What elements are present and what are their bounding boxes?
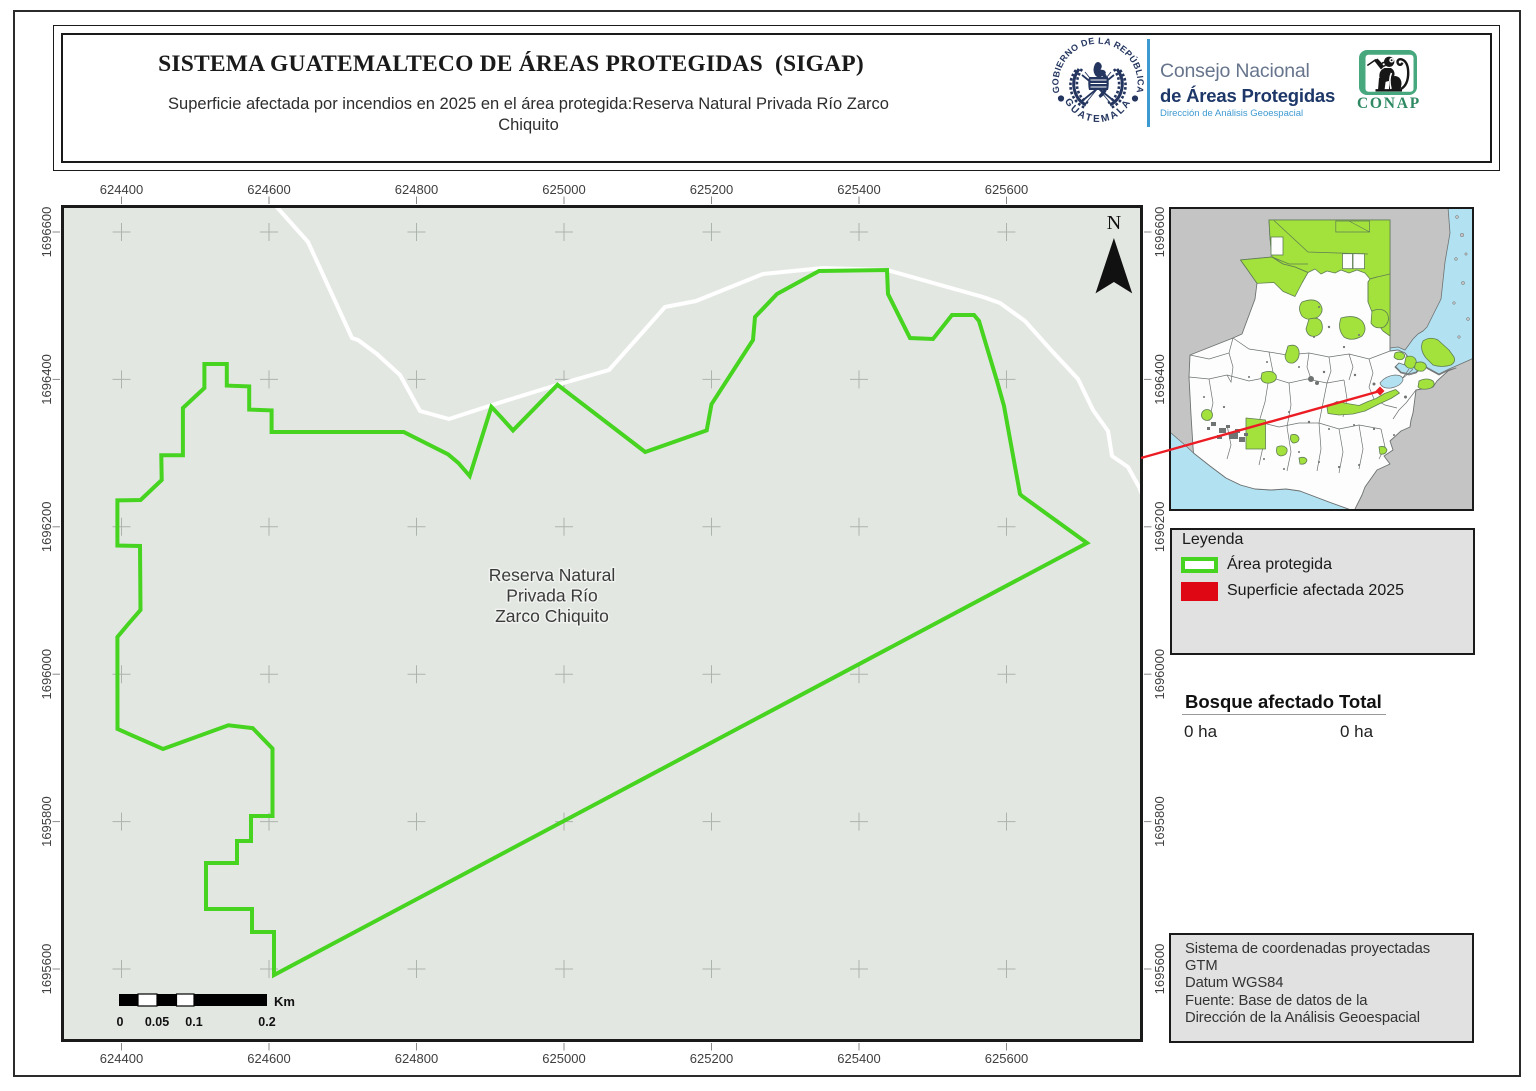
svg-text:Zarco Chiquito: Zarco Chiquito <box>495 606 609 626</box>
svg-text:0.1: 0.1 <box>185 1015 202 1029</box>
svg-text:0.2: 0.2 <box>258 1015 275 1029</box>
svg-text:0.05: 0.05 <box>145 1015 169 1029</box>
svg-text:Reserva Natural: Reserva Natural <box>489 565 615 585</box>
svg-text:Km: Km <box>274 994 295 1009</box>
svg-text:0: 0 <box>117 1015 124 1029</box>
svg-text:N: N <box>1107 212 1121 234</box>
svg-text:CONAP: CONAP <box>1357 95 1421 112</box>
svg-text:GUATEMALA: GUATEMALA <box>1062 97 1134 126</box>
svg-text:Privada Río: Privada Río <box>506 586 597 606</box>
